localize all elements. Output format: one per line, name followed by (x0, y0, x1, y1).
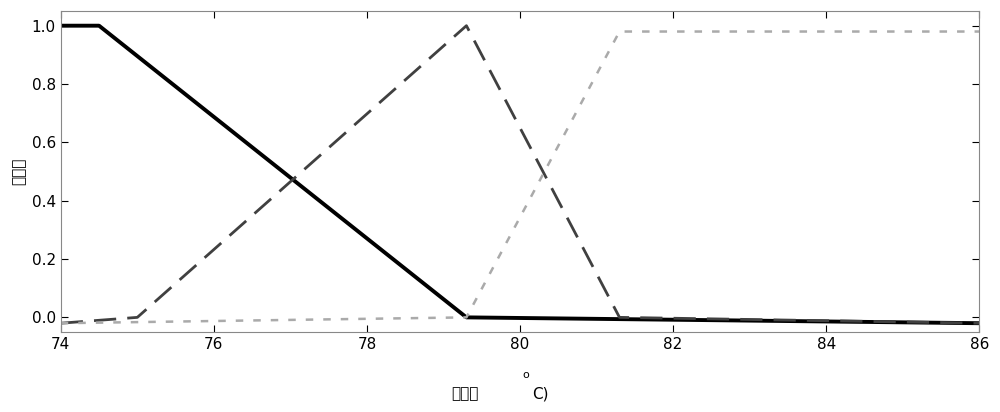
Y-axis label: 隔属度: 隔属度 (11, 158, 26, 185)
Text: o: o (522, 370, 529, 380)
Text: 温度（: 温度（ (451, 386, 479, 402)
Text: C): C) (532, 386, 548, 402)
